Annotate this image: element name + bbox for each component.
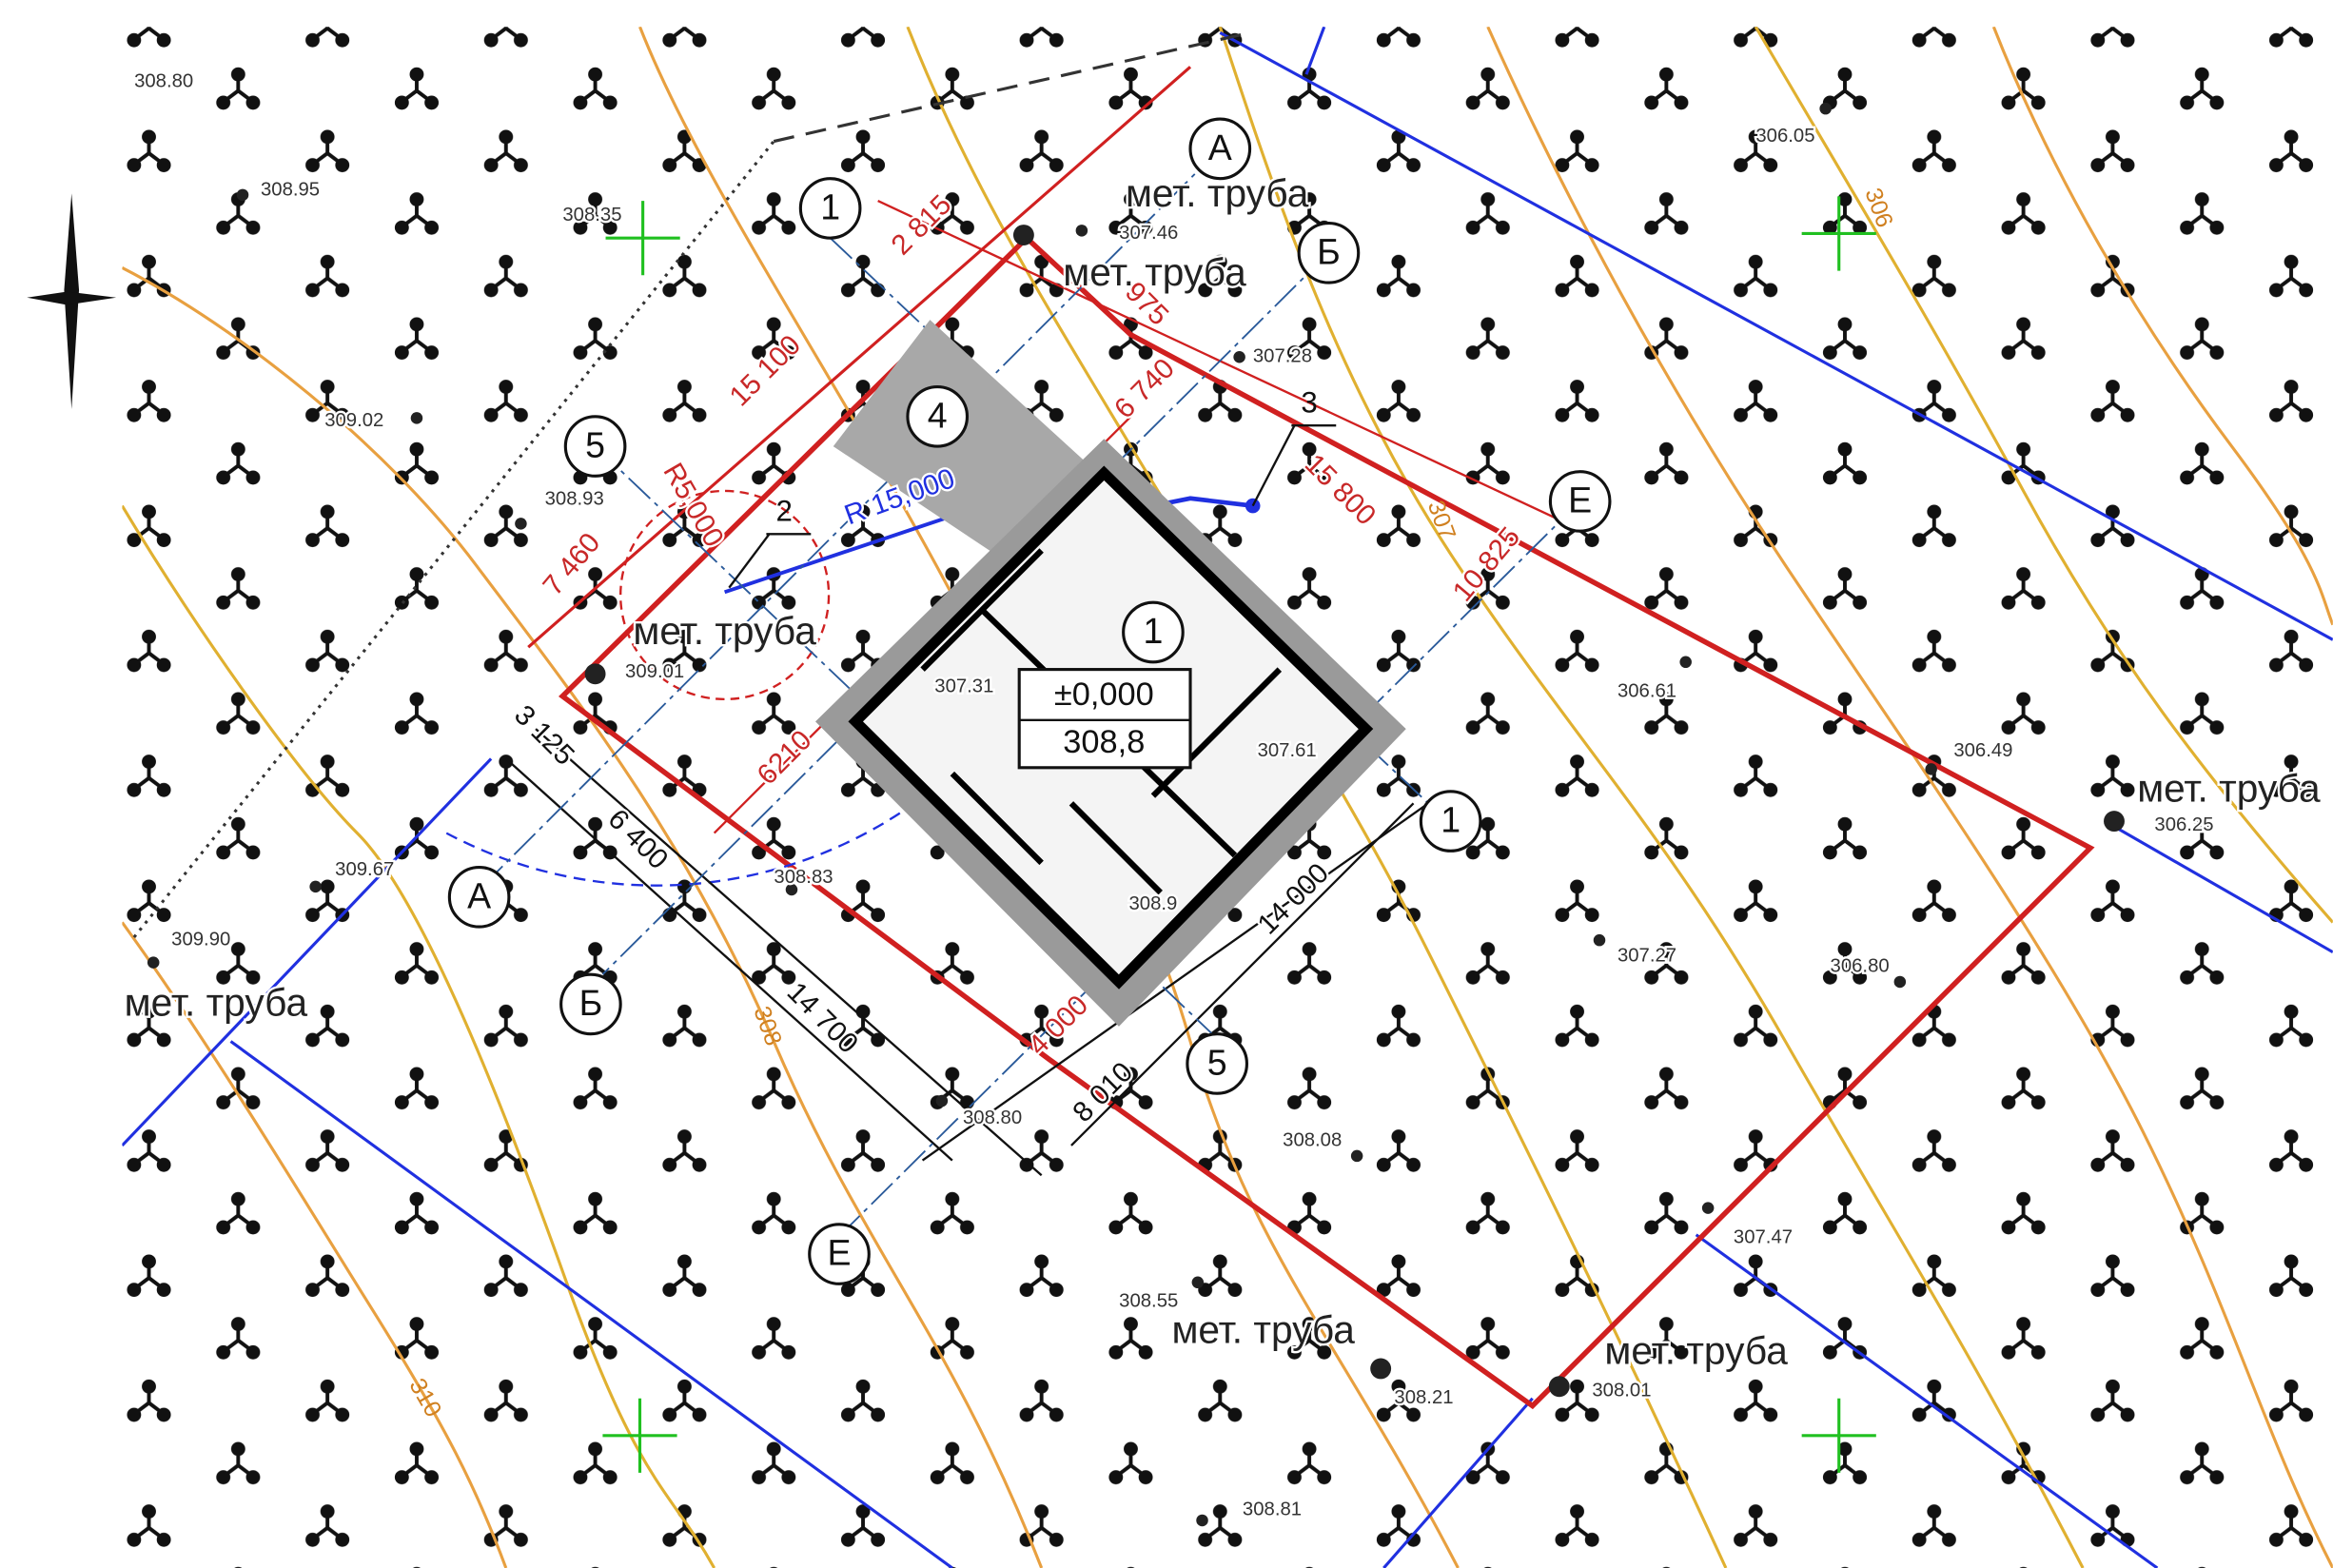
spot-elevation: 306.25 [2154, 814, 2213, 835]
axis-mark: Е [1568, 480, 1592, 519]
spot-point [1925, 763, 1937, 775]
pipe-label: мет. труба [1171, 1308, 1355, 1352]
spot-point [147, 956, 160, 969]
north-arrow-cross [27, 291, 116, 304]
spot-point [1351, 1150, 1363, 1163]
spot-point [1233, 351, 1245, 363]
spot-point [1702, 1202, 1715, 1214]
axis-mark: 1 [820, 186, 840, 226]
pipe-point [1013, 225, 1034, 245]
axis-mark: 5 [1207, 1042, 1227, 1082]
spot-elevation: 307.28 [1253, 346, 1312, 367]
north-arrow [27, 193, 116, 409]
pipe-point [1370, 1359, 1391, 1380]
pipe-label: мет. труба [125, 981, 308, 1025]
pipe-point [2104, 811, 2125, 832]
spot-elevation: 308.80 [134, 70, 193, 91]
spot-elevation: 308.81 [1243, 1499, 1302, 1519]
callout-label: 3 [1301, 386, 1317, 420]
spot-point [1594, 934, 1606, 947]
spot-point [309, 881, 322, 893]
axis-mark: А [467, 875, 491, 915]
spot-point [1196, 1515, 1208, 1527]
spot-point [1192, 1277, 1205, 1289]
spot-elevation: 306.61 [1617, 680, 1676, 701]
spot-elevation: 307.46 [1119, 223, 1178, 244]
spot-elevation: 309.67 [335, 859, 394, 880]
spot-elevation: 308.08 [1283, 1130, 1342, 1151]
spot-elevation: 308.93 [545, 489, 604, 510]
spot-elevation: 308.83 [774, 867, 833, 888]
spot-elevation: 307.47 [1734, 1226, 1793, 1247]
axis-mark: Б [1317, 231, 1341, 271]
spot-elevation: 308.80 [963, 1107, 1022, 1128]
pipe-label: мет. труба [2137, 767, 2321, 811]
pipe-label: мет. труба [633, 609, 816, 653]
pipe-point [585, 663, 606, 684]
axis-mark: 1 [1441, 800, 1461, 840]
axis-mark: А [1208, 127, 1232, 167]
spot-point [1076, 225, 1088, 237]
spot-elevation: 307.27 [1617, 946, 1676, 967]
spot-point [515, 518, 527, 530]
axis-mark: 5 [585, 425, 605, 465]
spot-point [1679, 657, 1692, 669]
spot-elevation: 308.21 [1394, 1387, 1453, 1408]
axis-mark: Б [579, 983, 603, 1023]
spot-elevation: 308.01 [1592, 1380, 1651, 1401]
level-relative: ±0,000 [1054, 676, 1154, 713]
spot-point [1894, 976, 1907, 989]
pipe-point [1549, 1376, 1570, 1397]
spot-elevation: 309.90 [171, 930, 230, 951]
spot-elevation: 308.95 [261, 180, 320, 201]
spot-elevation: 308.55 [1119, 1290, 1178, 1311]
spot-elevation: 309.01 [625, 661, 684, 682]
spot-elevation: 307.61 [1258, 740, 1317, 761]
spot-elevation: 306.05 [1755, 126, 1814, 147]
spot-elevation: 309.02 [324, 410, 383, 431]
spot-elevation: 306.80 [1831, 956, 1890, 977]
axis-mark: 4 [928, 395, 948, 435]
axis-mark: Е [827, 1233, 851, 1273]
spot-elevation: 308.9 [1129, 893, 1178, 914]
spot-elevation: 307.31 [934, 676, 993, 697]
spot-point [237, 189, 249, 202]
callout-label: 2 [775, 495, 792, 528]
spot-point [1819, 103, 1832, 115]
drawing-area: 308.80308.95308.35307.46306.05307.28309.… [122, 27, 2332, 1568]
page: { "spot_elevations": ["308.80", "308.95"… [0, 0, 2333, 1568]
axis-mark: 1 [1143, 611, 1163, 651]
spot-elevation: 308.35 [562, 205, 621, 225]
spot-point [936, 1095, 949, 1107]
level-absolute: 308,8 [1063, 724, 1145, 760]
spot-elevation: 306.49 [1953, 740, 2012, 761]
pipe-label: мет. труба [1063, 250, 1246, 294]
spot-point [411, 412, 423, 424]
site-plan: 308.80308.95308.35307.46306.05307.28309.… [0, 0, 2333, 1568]
pipe-label: мет. труба [1604, 1329, 1788, 1373]
